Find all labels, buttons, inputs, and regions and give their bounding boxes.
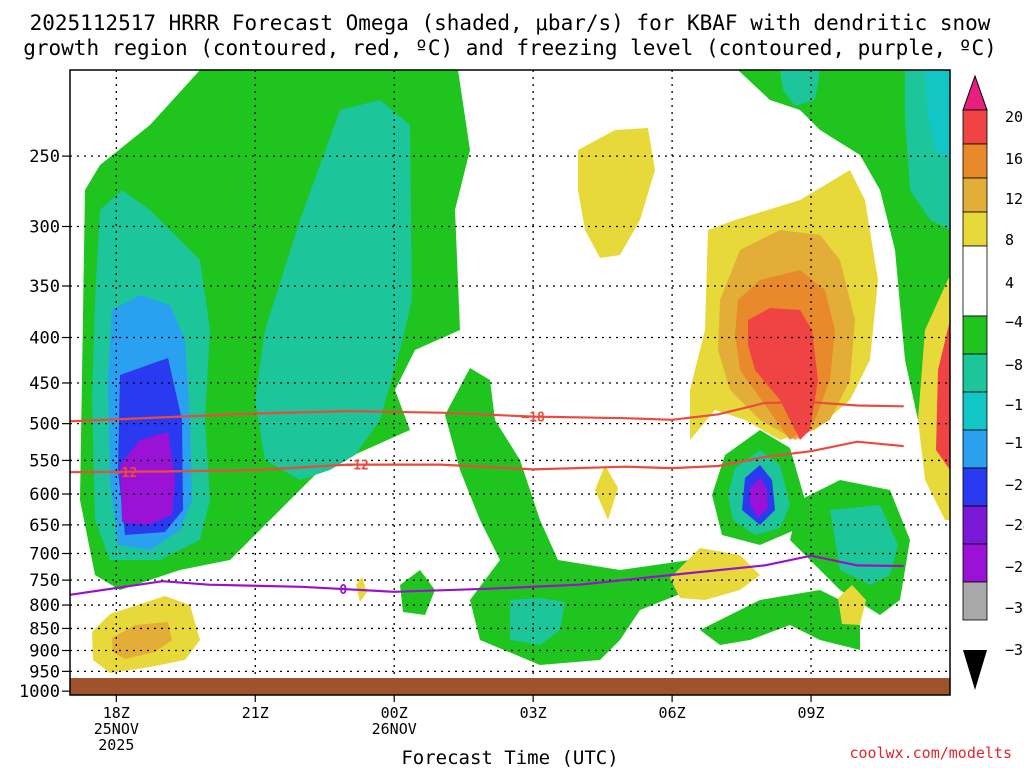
y-tick-label-450: 450	[29, 374, 60, 394]
colorbar-bin-20-16	[962, 109, 988, 145]
colorbar-label-8: −16	[1005, 434, 1024, 452]
omega-fill-teal-upper	[255, 100, 412, 480]
colorbar-bin-minus16-minus20	[962, 429, 988, 469]
chart-title-line-2: growth region (contoured, red, ºC) and f…	[23, 36, 997, 60]
colorbar-label-2: 12	[1005, 190, 1023, 208]
x-tick-label-4-0: 06Z	[659, 704, 686, 722]
contour-label-minus12-a: −12	[114, 466, 137, 481]
y-axis: 2503003504004505005506006507007508008509…	[19, 147, 70, 702]
omega-fill-cell-purple	[750, 478, 768, 518]
colorbar-label-7: −12	[1005, 396, 1024, 414]
omega-fill-yellow-small-2	[670, 548, 760, 600]
credit-text: coolwx.com/modelts	[849, 744, 1012, 762]
colorbar-label-11: −28	[1005, 558, 1024, 576]
omega-fill-green-right	[738, 70, 950, 420]
x-tick-label-0-2: 2025	[98, 736, 134, 754]
colorbar-bin-8-4	[962, 211, 988, 247]
omega-fill-cyan-right	[925, 70, 950, 160]
colorbar: 20 16 12 8 4 −4 −8 −12 −16 −20 −24 −28 −32 −36	[962, 74, 1024, 690]
colorbar-bin-minus28-minus32	[962, 543, 988, 583]
contour-label-minus12-b: −12	[345, 459, 368, 474]
colorbar-label-4: 4	[1005, 274, 1014, 292]
omega-fill-gold-lowleft	[112, 622, 172, 659]
omega-fill-teal-lower	[510, 598, 565, 645]
colorbar-bin-minus12-minus16	[962, 391, 988, 431]
colorbar-label-0: 20	[1005, 108, 1023, 126]
omega-shading	[80, 70, 950, 673]
x-tick-label-0-0: 18Z	[103, 704, 130, 722]
omega-fill-yellow-upper	[578, 128, 655, 258]
colorbar-label-9: −20	[1005, 476, 1024, 494]
omega-fill-yellow-edge	[918, 275, 950, 520]
omega-fill-green-lower	[445, 368, 690, 665]
colorbar-label-3: 8	[1005, 231, 1014, 249]
colorbar-label-13: −36	[1005, 641, 1024, 659]
contour-freezing-level-0	[70, 554, 904, 596]
colorbar-bin-12-8	[962, 177, 988, 213]
colorbar-labels: 20 16 12 8 4 −4 −8 −12 −16 −20 −24 −28 −32 −36	[1005, 108, 1024, 659]
colorbar-label-6: −8	[1005, 356, 1023, 374]
chart-title-line-1: 2025112517 HRRR Forecast Omega (shaded, …	[30, 11, 991, 35]
y-tick-label-400: 400	[29, 329, 60, 349]
y-tick-label-600: 600	[29, 485, 60, 505]
y-tick-label-700: 700	[29, 545, 60, 565]
colorbar-label-12: −32	[1005, 599, 1024, 617]
y-tick-label-850: 850	[29, 619, 60, 639]
y-tick-label-950: 950	[29, 662, 60, 682]
colorbar-label-1: 16	[1005, 150, 1023, 168]
y-tick-label-800: 800	[29, 596, 60, 616]
colorbar-label-5: −4	[1005, 313, 1023, 331]
omega-fill-green-small	[400, 570, 435, 615]
x-tick-label-2-1: 26NOV	[372, 720, 417, 738]
y-tick-label-550: 550	[29, 451, 60, 471]
colorbar-bin-minus24-minus28	[962, 505, 988, 545]
y-tick-label-250: 250	[29, 147, 60, 167]
colorbar-bin-4-minus4	[962, 245, 988, 317]
omega-fill-red-right	[748, 308, 818, 440]
x-tick-label-0-1: 25NOV	[94, 720, 139, 738]
plot-area: −18 −12 −12 0	[69, 69, 951, 696]
y-tick-label-900: 900	[29, 641, 60, 661]
x-tick-label-5-0: 09Z	[798, 704, 825, 722]
contour-dgz-minus12	[70, 440, 904, 474]
colorbar-top-arrow	[962, 74, 988, 111]
contour-label-0: 0	[339, 583, 347, 598]
colorbar-bin-minus20-minus24	[962, 467, 988, 507]
colorbar-bin-minus32-minus36	[962, 581, 988, 621]
colorbar-label-10: −24	[1005, 516, 1024, 534]
x-tick-label-3-0: 03Z	[520, 704, 547, 722]
ground-surface	[70, 678, 950, 695]
colorbar-bin-16-12	[962, 143, 988, 179]
x-axis-label: Forecast Time (UTC)	[401, 747, 618, 768]
omega-fill-yellow-small-1	[595, 465, 618, 520]
y-tick-label-1000: 1000	[19, 682, 60, 702]
omega-fill-red-edge	[936, 320, 950, 470]
omega-fill-purple	[120, 432, 175, 525]
y-tick-label-350: 350	[29, 277, 60, 297]
y-tick-label-300: 300	[29, 217, 60, 237]
x-tick-label-1-0: 21Z	[242, 704, 269, 722]
contour-dgz-minus18	[70, 401, 904, 423]
colorbar-bottom-arrow	[963, 650, 987, 690]
y-tick-label-650: 650	[29, 516, 60, 536]
contour-lines: −18 −12 −12 0	[70, 401, 904, 598]
y-tick-label-750: 750	[29, 571, 60, 591]
y-tick-label-500: 500	[29, 415, 60, 435]
omega-fill-yellow-small-3	[838, 585, 866, 625]
contour-label-minus18: −18	[521, 411, 545, 426]
colorbar-bin-minus4-minus8	[962, 315, 988, 355]
x-tick-label-2-0: 00Z	[381, 704, 408, 722]
omega-fill-teal-top	[780, 70, 820, 106]
colorbar-bin-minus8-minus12	[962, 353, 988, 393]
